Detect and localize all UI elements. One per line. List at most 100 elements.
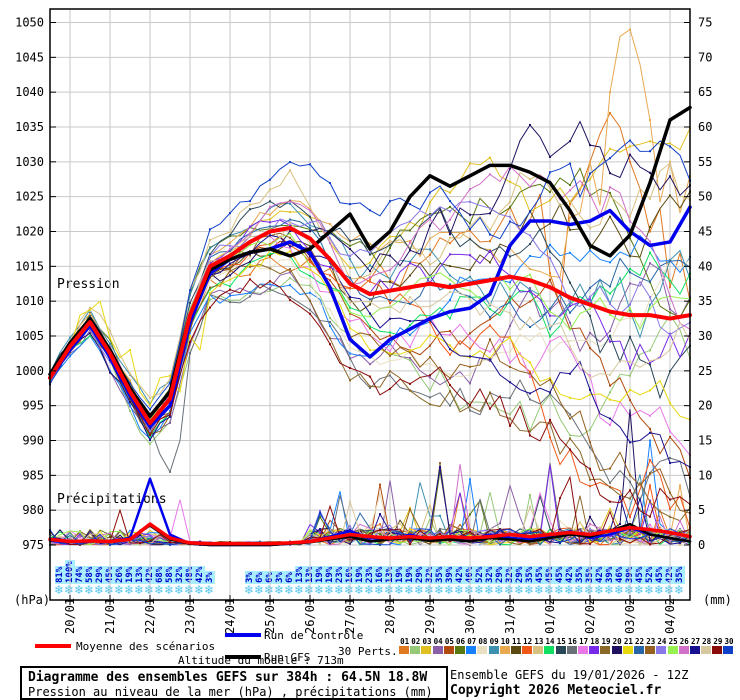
snowflake-icon: ❄ xyxy=(584,583,595,597)
member-number: 18 xyxy=(590,637,600,646)
member-number: 23 xyxy=(646,637,656,646)
svg-text:985: 985 xyxy=(22,468,44,482)
members-legend: 01 02 03 04 05 06 07 08 09 10 11 12 13 14 15 16 17 18 19 20… xyxy=(399,637,735,654)
snowflake-icon: ❄ xyxy=(284,583,295,597)
snowflake-icon: ❄ xyxy=(424,583,435,597)
title-box: Diagramme des ensembles GEFS sur 384h : … xyxy=(20,666,448,700)
member-color-swatch xyxy=(399,646,409,654)
member-numbers-row: 01 02 03 04 05 06 07 08 09 10 11 12 13 14 15 16 17 18 19 20… xyxy=(399,637,735,646)
snowflake-icon: ❄ xyxy=(604,583,615,597)
snowflake-icon: ❄ xyxy=(654,583,665,597)
snowflake-icon: ❄ xyxy=(514,583,525,597)
member-number: 01 xyxy=(400,637,410,646)
member-color-swatch xyxy=(410,646,421,654)
svg-text:990: 990 xyxy=(22,433,44,447)
member-swatches-row xyxy=(399,646,735,654)
snowflake-icon: ❄ xyxy=(414,583,425,597)
member-color-swatch xyxy=(712,646,723,654)
snowflake-icon: ❄ xyxy=(184,583,195,597)
member-color-swatch xyxy=(488,646,499,654)
svg-text:45: 45 xyxy=(698,224,712,238)
member-color-swatch xyxy=(499,646,510,654)
snowflake-icon: ❄ xyxy=(464,583,475,597)
member-number: 17 xyxy=(579,637,589,646)
snowflake-icon: ❄ xyxy=(594,583,605,597)
snowflake-icon: ❄ xyxy=(614,583,625,597)
legend-mean-label: Moyenne des scénarios xyxy=(76,640,216,653)
member-color-swatch xyxy=(645,646,656,654)
snowflake-icon: ❄ xyxy=(634,583,645,597)
member-color-swatch xyxy=(701,646,712,654)
snowflake-icon: ❄ xyxy=(544,583,555,597)
member-color-swatch xyxy=(566,646,577,654)
snowflake-icon: ❄ xyxy=(344,583,355,597)
snowflake-icon: ❄ xyxy=(304,583,315,597)
snowflake-icon: ❄ xyxy=(374,583,385,597)
member-number: 05 xyxy=(444,637,454,646)
snowflake-icon: ❄ xyxy=(664,583,675,597)
chart-subtitle: Pression au niveau de la mer (hPa) , pré… xyxy=(28,685,433,699)
snowflake-icon: ❄ xyxy=(644,583,655,597)
svg-text:1025: 1025 xyxy=(15,190,44,204)
svg-text:0: 0 xyxy=(698,538,705,552)
control-line-swatch xyxy=(225,633,261,637)
svg-text:1035: 1035 xyxy=(15,120,44,134)
member-color-swatch xyxy=(477,646,488,654)
snowflake-icon: ❄ xyxy=(74,583,85,597)
svg-text:70: 70 xyxy=(698,50,712,64)
snowflake-icon: ❄ xyxy=(404,583,415,597)
snowflake-icon: ❄ xyxy=(334,583,345,597)
member-color-swatch xyxy=(589,646,600,654)
svg-text:1050: 1050 xyxy=(15,15,44,29)
snowflake-icon: ❄ xyxy=(484,583,495,597)
snowflake-icon: ❄ xyxy=(314,583,325,597)
snowflake-icon: ❄ xyxy=(384,583,395,597)
snowflake-icon: ❄ xyxy=(564,583,575,597)
pressure-section-label: Pression xyxy=(57,277,120,292)
member-number: 27 xyxy=(690,637,700,646)
member-color-swatch xyxy=(454,646,465,654)
member-number: 20 xyxy=(612,637,622,646)
snowflake-icon: ❄ xyxy=(134,583,145,597)
chart-title: Diagramme des ensembles GEFS sur 384h : … xyxy=(28,670,428,685)
member-number: 11 xyxy=(511,637,521,646)
member-number: 03 xyxy=(422,637,432,646)
member-color-swatch xyxy=(443,646,454,654)
member-number: 02 xyxy=(411,637,421,646)
svg-text:5: 5 xyxy=(698,503,705,517)
svg-text:30: 30 xyxy=(698,329,712,343)
run-info-label: Ensemble GEFS du 19/01/2026 - 12Z xyxy=(450,668,689,682)
member-number: 30 xyxy=(724,637,734,646)
member-color-swatch xyxy=(510,646,521,654)
member-number: 29 xyxy=(713,637,723,646)
svg-text:25: 25 xyxy=(698,364,712,378)
snowflake-icon: ❄ xyxy=(524,583,535,597)
member-number: 22 xyxy=(635,637,645,646)
legend-control-label: Run de contrôle xyxy=(264,629,364,642)
member-number: 15 xyxy=(556,637,566,646)
member-number: 24 xyxy=(657,637,667,646)
member-color-swatch xyxy=(656,646,667,654)
snowflake-icon: ❄ xyxy=(194,583,205,597)
member-number: 07 xyxy=(467,637,477,646)
svg-text:1005: 1005 xyxy=(15,329,44,343)
snowflake-icon: ❄ xyxy=(64,583,75,597)
svg-text:980: 980 xyxy=(22,503,44,517)
member-color-swatch xyxy=(689,646,700,654)
snowflake-icon: ❄ xyxy=(274,583,285,597)
member-number: 10 xyxy=(500,637,510,646)
snowflake-icon: ❄ xyxy=(354,583,365,597)
svg-text:975: 975 xyxy=(22,538,44,552)
member-number: 19 xyxy=(601,637,611,646)
snowflake-icon: ❄ xyxy=(124,583,135,597)
svg-text:35: 35 xyxy=(698,294,712,308)
snowflake-icon: ❄ xyxy=(674,583,685,597)
snowflake-icon: ❄ xyxy=(474,583,485,597)
legend-gfs-label: Run GFS xyxy=(264,651,311,664)
snowflake-icon: ❄ xyxy=(264,583,275,597)
member-color-swatch xyxy=(611,646,622,654)
snowflake-icon: ❄ xyxy=(204,583,215,597)
snowflake-icon: ❄ xyxy=(394,583,405,597)
svg-text:1030: 1030 xyxy=(15,155,44,169)
snowflake-icon: ❄ xyxy=(254,583,265,597)
